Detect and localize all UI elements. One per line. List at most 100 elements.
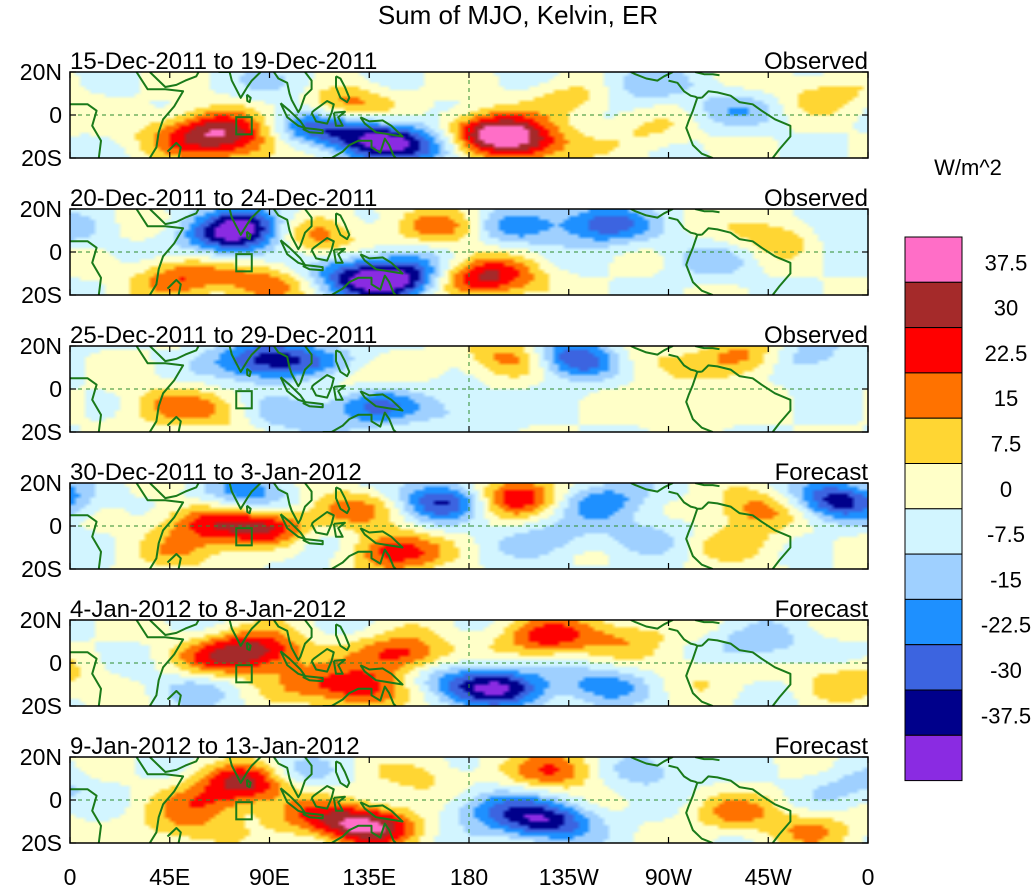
y-tick-label: 20N xyxy=(20,470,62,496)
y-tick-label: 0 xyxy=(49,787,62,813)
coastline-arabia xyxy=(149,757,200,773)
coastline-sulawesi xyxy=(332,247,346,264)
coastline-philippines xyxy=(335,349,351,378)
panel-date-range: 25-Dec-2011 to 29-Dec-2011 xyxy=(70,322,377,349)
coastline-srilanka xyxy=(245,504,252,515)
y-tick-label: 20N xyxy=(20,59,62,85)
coastline-srilanka xyxy=(245,367,252,378)
coastline-india xyxy=(218,346,262,373)
coastline-africa xyxy=(70,377,102,432)
coastline-java xyxy=(302,537,324,546)
index-box xyxy=(235,390,253,410)
coastline-srilanka xyxy=(245,641,252,652)
coastline-southamerica-north xyxy=(701,90,792,158)
coastline-southamerica xyxy=(685,508,714,569)
coastline-australia xyxy=(322,137,397,158)
colorbar-swatch xyxy=(904,508,963,555)
y-tick-label: 20N xyxy=(20,196,62,222)
coastline-southamerica xyxy=(685,234,714,295)
coastline-newguinea xyxy=(359,801,404,823)
colorbar-swatch xyxy=(904,372,963,419)
coastline-newguinea xyxy=(359,664,404,686)
x-tick-label: 135E xyxy=(342,864,396,889)
map-panel: 20N 0 20S 4-Jan-2012 to 8-Jan-2012 Forecast xyxy=(20,596,869,719)
coastline-arabia xyxy=(149,620,200,636)
coastline-borneo xyxy=(310,100,335,125)
colorbar-swatch xyxy=(904,598,963,646)
panel-date-range: 9-Jan-2012 to 13-Jan-2012 xyxy=(70,733,360,760)
coastline-srilanka xyxy=(245,230,252,241)
panel-kind-label: Observed xyxy=(764,185,868,212)
coastline-arabia xyxy=(149,346,200,363)
map-panel: 20N 0 20S 20-Dec-2011 to 24-Dec-2011 Observe… xyxy=(20,185,869,308)
coastline-southamerica xyxy=(685,645,714,706)
coastline-africa xyxy=(70,514,102,569)
coastline-madagascar xyxy=(166,141,182,158)
colorbar-level-label: 15 xyxy=(994,386,1018,411)
colorbar-level-label: 30 xyxy=(994,296,1018,321)
colorbar-swatch xyxy=(904,236,963,283)
coastline-borneo xyxy=(310,374,335,399)
coastline-southamerica-north xyxy=(701,501,792,569)
coastline-borneo xyxy=(310,785,335,810)
panel-kind-label: Forecast xyxy=(775,733,869,760)
chart-title: Sum of MJO, Kelvin, ER xyxy=(378,0,658,30)
coastline-caribbean xyxy=(694,620,720,625)
y-tick-label: 20N xyxy=(20,607,62,633)
coastline-australia xyxy=(322,274,397,295)
x-tick-label: 45W xyxy=(745,864,793,889)
coastline-indochina xyxy=(273,346,313,388)
coastline-sulawesi xyxy=(332,521,346,538)
map-panel: 20N 0 20S 15-Dec-2011 to 19-Dec-2011 Observe… xyxy=(20,48,869,171)
index-box xyxy=(235,116,253,136)
index-box xyxy=(235,664,253,684)
coastline-africa xyxy=(70,788,102,843)
coastline-africa-east xyxy=(135,620,185,706)
panel-kind-label: Forecast xyxy=(775,459,869,486)
colorbar-level-label: 0 xyxy=(1000,477,1012,502)
coastline-arabia xyxy=(149,209,200,226)
coastline-africa-east xyxy=(135,483,185,569)
coastline-africa-east xyxy=(135,209,185,295)
coastline-africa-east xyxy=(135,72,185,158)
y-tick-label: 0 xyxy=(49,239,62,265)
map-panel: 20N 0 20S 30-Dec-2011 to 3-Jan-2012 Forecast xyxy=(20,459,869,582)
coastline-africa-east xyxy=(135,346,185,432)
coastline-africa xyxy=(70,103,102,158)
coastline-southamerica xyxy=(685,371,714,432)
colorbar-swatch xyxy=(904,689,963,736)
coastline-borneo xyxy=(310,237,335,262)
x-tick-label: 90W xyxy=(645,864,693,889)
coastline-philippines xyxy=(335,75,351,104)
coastline-caribbean xyxy=(694,72,720,77)
coastline-newguinea xyxy=(359,116,404,138)
x-tick-label: 90E xyxy=(249,864,290,889)
coastline-indochina xyxy=(273,757,313,799)
coastline-southamerica-north xyxy=(701,364,792,432)
coastline-india xyxy=(218,72,262,99)
coastline-newguinea xyxy=(359,390,404,412)
coastline-india xyxy=(218,209,262,236)
colorbar-swatch xyxy=(904,281,963,329)
coastline-newguinea xyxy=(359,253,404,275)
y-tick-label: 0 xyxy=(49,102,62,128)
y-tick-label: 20S xyxy=(21,282,62,308)
x-tick-label: 0 xyxy=(862,864,875,889)
coastline-southamerica xyxy=(685,97,714,158)
coastline-philippines xyxy=(335,212,351,241)
coastline-caribbean xyxy=(694,209,720,214)
colorbar-swatch xyxy=(904,417,963,465)
y-tick-label: 0 xyxy=(49,513,62,539)
y-tick-label: 20S xyxy=(21,556,62,582)
coastline-australia xyxy=(322,685,397,706)
colorbar-level-label: -30 xyxy=(990,658,1022,683)
map-panel: 20N 0 20S 9-Jan-2012 to 13-Jan-2012 Forecast xyxy=(20,733,869,856)
coastline-java xyxy=(302,126,324,135)
colorbar-swatch xyxy=(904,327,963,374)
panel-date-range: 30-Dec-2011 to 3-Jan-2012 xyxy=(70,459,362,486)
coastline-africa xyxy=(70,240,102,295)
colorbar-level-label: 37.5 xyxy=(985,250,1028,275)
colorbar-swatch xyxy=(904,644,963,691)
coastline-arabia xyxy=(149,72,200,88)
x-axis: 0 45E 90E 135E 180 135W 90W 45W 0 xyxy=(64,864,875,889)
